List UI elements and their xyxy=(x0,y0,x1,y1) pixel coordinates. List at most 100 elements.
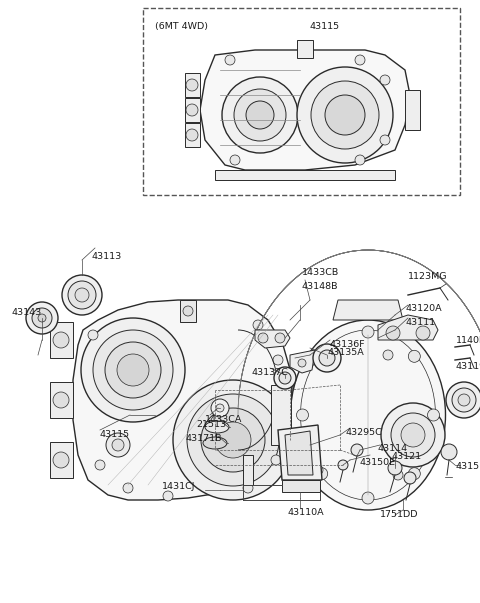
Text: 1431CJ: 1431CJ xyxy=(162,482,195,491)
Circle shape xyxy=(230,155,240,165)
Circle shape xyxy=(316,468,328,480)
Circle shape xyxy=(351,444,363,456)
Circle shape xyxy=(93,330,173,410)
Polygon shape xyxy=(50,442,73,478)
Circle shape xyxy=(393,470,403,480)
Circle shape xyxy=(26,302,58,334)
Text: 43121: 43121 xyxy=(392,452,422,461)
Circle shape xyxy=(338,460,348,470)
Circle shape xyxy=(201,408,265,472)
Polygon shape xyxy=(50,322,73,358)
Text: 43150E: 43150E xyxy=(360,458,396,467)
Circle shape xyxy=(274,367,296,389)
Circle shape xyxy=(325,95,365,135)
Circle shape xyxy=(222,77,298,153)
Text: 1433CA: 1433CA xyxy=(205,415,242,424)
Circle shape xyxy=(68,281,96,309)
Circle shape xyxy=(323,355,333,365)
Circle shape xyxy=(173,380,293,500)
Text: 43120A: 43120A xyxy=(405,304,442,313)
Circle shape xyxy=(215,422,251,458)
Circle shape xyxy=(225,55,235,65)
Bar xyxy=(297,40,313,58)
Circle shape xyxy=(38,314,46,322)
Ellipse shape xyxy=(205,421,229,433)
Circle shape xyxy=(32,308,52,328)
Text: 43295C: 43295C xyxy=(345,428,382,437)
Circle shape xyxy=(428,409,440,421)
Circle shape xyxy=(117,354,149,386)
Circle shape xyxy=(319,350,335,366)
Polygon shape xyxy=(278,425,322,480)
Circle shape xyxy=(186,129,198,141)
Circle shape xyxy=(75,288,89,302)
Circle shape xyxy=(458,394,470,406)
Circle shape xyxy=(62,275,102,315)
Circle shape xyxy=(53,332,69,348)
Circle shape xyxy=(313,465,323,475)
Text: 43115: 43115 xyxy=(100,430,130,439)
Circle shape xyxy=(258,333,268,343)
Circle shape xyxy=(183,306,193,316)
Polygon shape xyxy=(185,73,200,97)
Circle shape xyxy=(391,413,435,457)
Circle shape xyxy=(362,326,374,338)
Circle shape xyxy=(234,89,286,141)
Circle shape xyxy=(81,318,185,422)
Polygon shape xyxy=(333,300,403,320)
Polygon shape xyxy=(73,300,293,500)
Text: 1433CB: 1433CB xyxy=(302,268,339,277)
Polygon shape xyxy=(255,330,290,348)
Text: 21513: 21513 xyxy=(196,420,226,429)
Circle shape xyxy=(216,404,224,412)
Ellipse shape xyxy=(203,437,227,449)
Circle shape xyxy=(163,491,173,501)
Circle shape xyxy=(313,344,341,372)
Circle shape xyxy=(441,444,457,460)
Text: 43148B: 43148B xyxy=(302,282,338,291)
Circle shape xyxy=(311,81,379,149)
Circle shape xyxy=(123,483,133,493)
Circle shape xyxy=(53,452,69,468)
Bar xyxy=(180,300,196,322)
Circle shape xyxy=(95,460,105,470)
Text: 43113: 43113 xyxy=(92,252,122,261)
Circle shape xyxy=(105,342,161,398)
Circle shape xyxy=(186,104,198,116)
Circle shape xyxy=(112,439,124,451)
Text: 43137C: 43137C xyxy=(252,368,289,377)
Circle shape xyxy=(416,326,430,340)
Circle shape xyxy=(380,135,390,145)
Circle shape xyxy=(404,472,416,484)
Text: 43114: 43114 xyxy=(378,444,408,453)
Circle shape xyxy=(401,423,425,447)
Circle shape xyxy=(211,399,229,417)
Bar xyxy=(282,480,320,492)
Circle shape xyxy=(297,67,393,163)
Text: 43143: 43143 xyxy=(12,308,42,317)
Circle shape xyxy=(106,433,130,457)
Text: 43119: 43119 xyxy=(456,362,480,371)
Polygon shape xyxy=(200,50,410,170)
Bar xyxy=(243,455,253,485)
Circle shape xyxy=(355,55,365,65)
Circle shape xyxy=(380,75,390,85)
Circle shape xyxy=(297,409,309,421)
Circle shape xyxy=(388,461,402,475)
Text: 43136F: 43136F xyxy=(330,340,366,349)
Polygon shape xyxy=(185,123,200,147)
Text: 43151B: 43151B xyxy=(456,462,480,471)
Text: 1123MG: 1123MG xyxy=(408,272,447,281)
Circle shape xyxy=(446,382,480,418)
Polygon shape xyxy=(185,98,200,122)
Bar xyxy=(143,8,460,195)
Text: (6MT 4WD): (6MT 4WD) xyxy=(155,22,208,31)
Text: 43171B: 43171B xyxy=(186,434,223,443)
Circle shape xyxy=(273,355,283,365)
Text: 1140FM: 1140FM xyxy=(456,336,480,345)
Text: 43115: 43115 xyxy=(310,22,340,31)
Circle shape xyxy=(243,483,253,493)
Circle shape xyxy=(279,372,291,384)
Polygon shape xyxy=(50,382,73,418)
Polygon shape xyxy=(271,385,290,445)
